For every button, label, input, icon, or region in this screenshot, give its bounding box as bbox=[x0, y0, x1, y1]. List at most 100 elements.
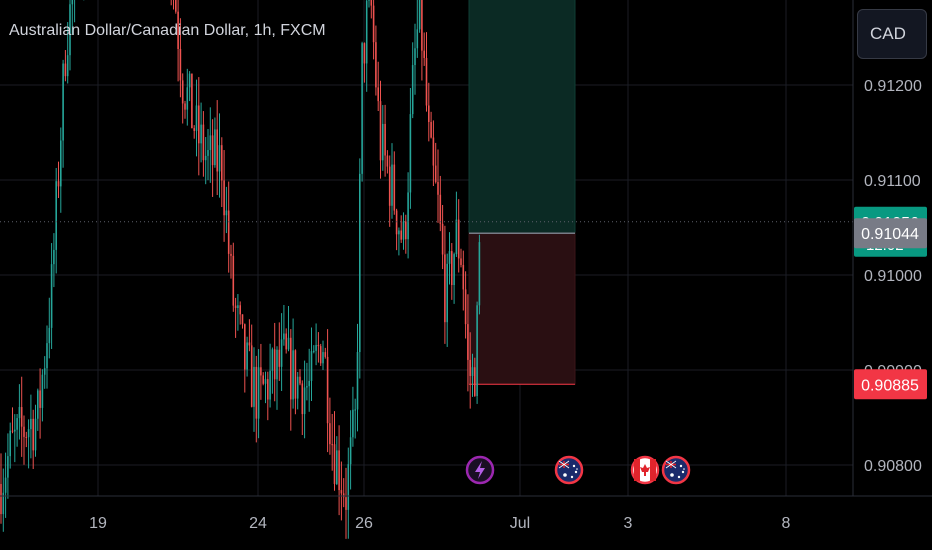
candle bbox=[437, 149, 439, 223]
candle bbox=[248, 319, 251, 352]
candle-body bbox=[46, 343, 48, 369]
candle-body bbox=[400, 230, 402, 240]
star bbox=[670, 473, 674, 477]
candle-body bbox=[14, 429, 16, 432]
candle bbox=[382, 105, 384, 171]
candle-body bbox=[216, 129, 218, 172]
candle-body bbox=[7, 456, 9, 478]
lightning-icon[interactable] bbox=[465, 455, 495, 485]
x-tick-label: 8 bbox=[782, 515, 791, 532]
candle bbox=[211, 119, 214, 197]
candle-body bbox=[315, 344, 317, 351]
currency-button[interactable]: CAD bbox=[857, 9, 927, 59]
candle-body bbox=[301, 383, 304, 415]
australia-flag-icon[interactable] bbox=[661, 455, 691, 485]
candle bbox=[434, 142, 437, 184]
event-markers[interactable] bbox=[465, 455, 691, 485]
candle-body bbox=[386, 155, 389, 167]
canada-flag-icon[interactable] bbox=[630, 455, 660, 485]
candle bbox=[317, 332, 320, 363]
candle bbox=[234, 297, 237, 338]
candle-body bbox=[278, 349, 281, 367]
candle bbox=[257, 349, 260, 439]
candle-body bbox=[269, 370, 271, 400]
candle-body bbox=[296, 376, 299, 399]
union-jack-diag bbox=[665, 460, 677, 469]
candle-body bbox=[262, 375, 264, 384]
candle-body bbox=[292, 350, 294, 400]
candle-body bbox=[209, 135, 212, 151]
candle bbox=[177, 0, 179, 82]
candle-body bbox=[271, 349, 274, 371]
candle bbox=[324, 347, 327, 359]
x-tick-label: 24 bbox=[249, 515, 267, 532]
candle bbox=[467, 294, 469, 392]
candle bbox=[451, 243, 453, 300]
candle bbox=[253, 347, 255, 432]
candle bbox=[421, 0, 423, 81]
star bbox=[563, 473, 567, 477]
candle bbox=[209, 107, 212, 183]
candle-body bbox=[234, 305, 237, 309]
candle-body bbox=[448, 251, 451, 264]
candle bbox=[478, 234, 481, 315]
candle-body bbox=[16, 418, 18, 430]
star bbox=[683, 468, 685, 470]
candle bbox=[441, 204, 444, 270]
candle bbox=[432, 120, 435, 186]
candle bbox=[474, 357, 476, 397]
candle-body bbox=[255, 366, 258, 419]
candle bbox=[241, 314, 244, 329]
candle-body bbox=[188, 73, 191, 88]
candle-body bbox=[352, 409, 354, 438]
candle bbox=[280, 313, 283, 391]
candle-body bbox=[230, 253, 232, 256]
candle-body bbox=[11, 430, 14, 432]
candle bbox=[255, 355, 258, 443]
candle-body bbox=[388, 166, 391, 206]
candle-body bbox=[244, 324, 246, 370]
candle-body bbox=[9, 430, 11, 457]
candle-body bbox=[257, 367, 260, 419]
candle bbox=[7, 433, 9, 499]
candle-body bbox=[23, 426, 25, 437]
candle bbox=[349, 410, 352, 490]
candle-body bbox=[430, 122, 432, 138]
candle bbox=[237, 294, 239, 331]
candle bbox=[287, 306, 290, 352]
candle bbox=[230, 244, 232, 279]
candle-body bbox=[294, 350, 297, 399]
candle-body bbox=[264, 379, 267, 384]
candle bbox=[342, 478, 345, 508]
australia-flag-icon[interactable] bbox=[554, 455, 584, 485]
time-axis[interactable]: 19 24 26 Jul 3 8 bbox=[0, 495, 932, 532]
candle bbox=[227, 181, 230, 273]
candle bbox=[62, 59, 64, 168]
price-axis[interactable]: 0.914000.913000.912000.911000.910000.909… bbox=[852, 0, 922, 496]
candle-body bbox=[467, 324, 469, 360]
candle bbox=[368, 0, 370, 8]
candle bbox=[269, 343, 271, 408]
star bbox=[574, 470, 578, 474]
candle-body bbox=[379, 101, 382, 161]
candle-body bbox=[368, 0, 370, 1]
event-ring bbox=[554, 455, 584, 485]
candle bbox=[395, 208, 398, 251]
candle bbox=[457, 199, 460, 273]
position-tool[interactable] bbox=[468, 0, 576, 385]
y-tick-label: 0.91100 bbox=[864, 173, 921, 190]
candle bbox=[207, 128, 209, 181]
candle-body bbox=[32, 418, 34, 451]
candle-body bbox=[276, 349, 278, 380]
candle bbox=[425, 32, 428, 112]
candle-body bbox=[393, 164, 396, 211]
candle-body bbox=[57, 181, 60, 187]
candle-body bbox=[434, 165, 437, 183]
candle bbox=[393, 151, 396, 215]
candle-body bbox=[460, 258, 462, 265]
candle bbox=[354, 398, 356, 439]
candle-body bbox=[225, 210, 228, 216]
candle bbox=[55, 167, 57, 274]
candle bbox=[43, 356, 46, 389]
